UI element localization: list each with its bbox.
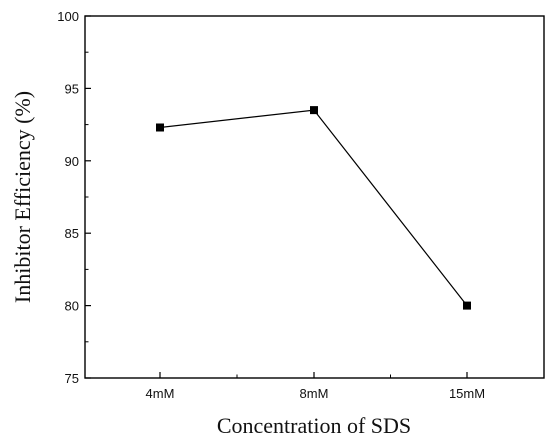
x-tick-label: 4mM bbox=[146, 386, 175, 401]
data-point-marker bbox=[156, 123, 164, 132]
series-line bbox=[159, 109, 468, 306]
y-axis-title: Inhibitor Efficiency (%) bbox=[10, 91, 35, 303]
y-tick-label: 90 bbox=[65, 154, 79, 169]
y-tick-label: 75 bbox=[65, 371, 79, 386]
y-tick-label: 100 bbox=[57, 9, 79, 24]
x-axis-title: Concentration of SDS bbox=[217, 413, 411, 438]
data-point-marker bbox=[310, 106, 318, 115]
data-point-marker bbox=[463, 301, 471, 310]
series-layer bbox=[156, 106, 471, 310]
x-tick-label: 8mM bbox=[300, 386, 329, 401]
y-tick-label: 85 bbox=[65, 226, 79, 241]
x-axis: 4mM 8mM 15mM bbox=[146, 372, 485, 401]
y-tick-label: 95 bbox=[65, 81, 79, 96]
y-tick-label: 80 bbox=[65, 299, 79, 314]
plot-frame bbox=[84, 15, 545, 379]
x-tick-label: 15mM bbox=[449, 386, 485, 401]
y-axis: 75 80 85 90 95 100 bbox=[57, 9, 91, 386]
